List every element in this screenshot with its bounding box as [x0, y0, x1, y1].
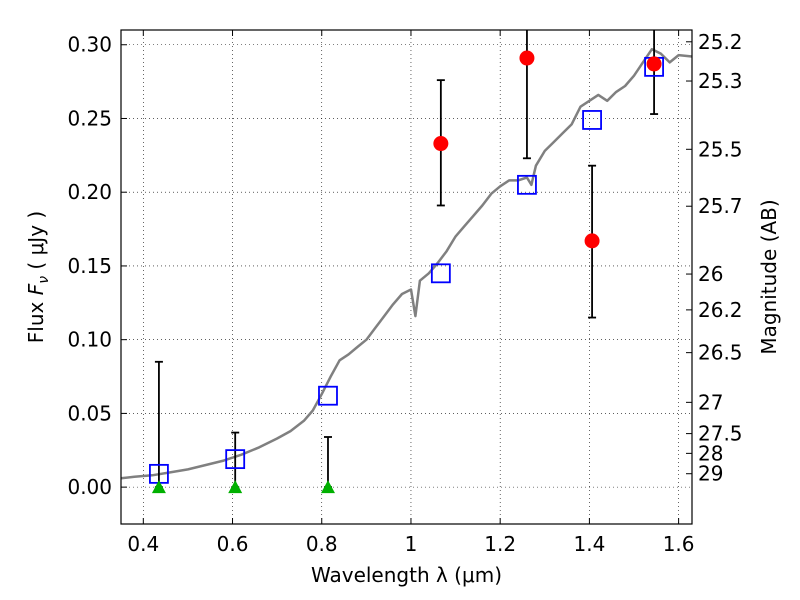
mag-tick-label: 25.3	[698, 69, 743, 93]
mag-tick-label: 27	[698, 390, 723, 414]
detection-point	[519, 50, 535, 66]
mag-tick-label: 26.2	[698, 298, 743, 322]
mag-tick-label: 25.5	[698, 137, 743, 161]
non-detection-point	[320, 480, 335, 494]
detection-point	[646, 56, 662, 72]
x-tick-label: 1.4	[573, 532, 605, 556]
x-axis-label: Wavelength λ (μm)	[311, 563, 502, 587]
x-tick-label: 1	[405, 532, 418, 556]
model-spectrum-line	[120, 47, 693, 480]
y-axis-label: Flux Fν ( μJy )	[24, 211, 52, 343]
y2-axis-label: Magnitude (AB)	[757, 199, 781, 354]
x-tick-label: 1.2	[484, 532, 516, 556]
model-photometry-square	[318, 385, 338, 406]
y-axis-label-symbol: F	[24, 283, 48, 295]
model-photometry-square	[582, 110, 602, 130]
plot-series	[120, 30, 693, 494]
model-photometry-square	[517, 174, 537, 195]
detection-point	[433, 136, 449, 152]
mag-tick-label: 27.5	[698, 422, 743, 446]
grid-lines	[121, 30, 692, 524]
mag-tick-label: 29	[698, 462, 723, 486]
x-tick-label: 0.4	[127, 532, 159, 556]
y-tick-label: 0.20	[67, 180, 112, 204]
detection-point	[584, 233, 600, 249]
x-tick-label: 1.6	[663, 532, 695, 556]
axis-ticks: 0.4 0.6 0.8 1 1.2 1.4 1.6 0.00 0.05 0.10 0.15 0.20 0…	[67, 30, 742, 556]
plot-frame	[120, 29, 693, 525]
y-tick-label: 0.30	[67, 33, 112, 57]
y-tick-label: 0.25	[67, 106, 112, 130]
model-photometry-square	[430, 263, 451, 284]
mag-tick-label: 28	[698, 441, 723, 465]
y-tick-label: 0.10	[67, 328, 112, 352]
y-axis-label-prefix: Flux	[24, 295, 48, 343]
mag-tick-label: 25.7	[698, 194, 743, 218]
non-detection-point	[151, 480, 166, 494]
x-tick-label: 0.8	[306, 532, 338, 556]
y-axis-label-suffix: ( μJy )	[24, 211, 48, 276]
x-tick-label: 0.6	[217, 532, 249, 556]
non-detection-point	[228, 480, 243, 494]
y-axis-label-subscript: ν	[36, 276, 52, 284]
mag-tick-label: 26.5	[698, 341, 743, 365]
y-tick-label: 0.15	[67, 254, 112, 278]
mag-tick-label: 26	[698, 262, 723, 286]
model-photometry-square	[225, 449, 246, 470]
y-tick-label: 0.00	[67, 475, 112, 499]
mag-tick-label: 25.2	[698, 30, 743, 54]
y-tick-label: 0.05	[67, 401, 112, 425]
